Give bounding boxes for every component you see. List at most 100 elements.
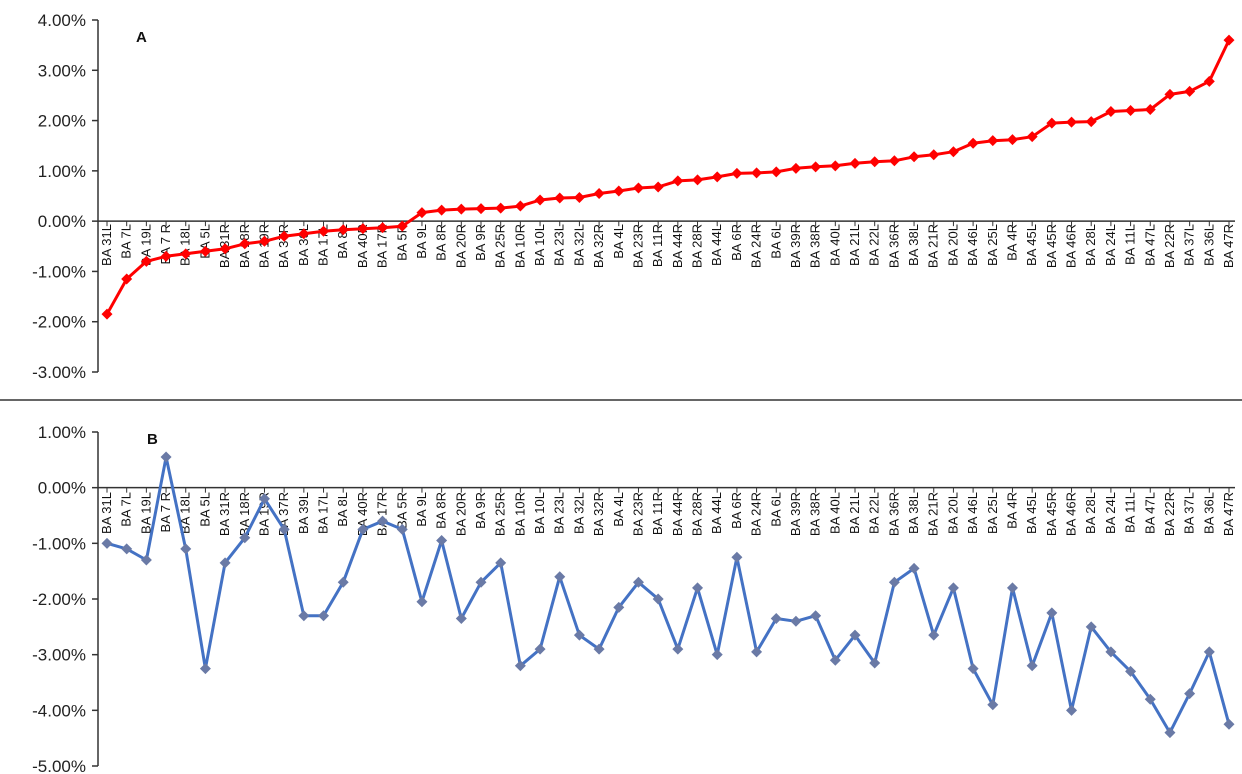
x-tick-label-a: BA 4L xyxy=(611,224,626,259)
x-tick-label-b: BA 23L xyxy=(552,492,567,534)
x-tick-label-a: BA 46R xyxy=(1064,224,1079,268)
data-point-a xyxy=(1144,104,1156,116)
x-tick-label-b: BA 9R xyxy=(473,492,488,529)
data-point-b xyxy=(947,582,959,594)
data-point-a xyxy=(1164,88,1176,100)
data-point-b xyxy=(1184,688,1196,700)
data-point-a xyxy=(790,162,802,174)
data-point-a xyxy=(337,224,349,236)
x-tick-label-b: BA 18R xyxy=(237,492,252,536)
data-point-a xyxy=(180,248,192,260)
data-point-a xyxy=(770,166,782,178)
x-tick-label-b: BA 6L xyxy=(768,492,783,527)
y-tick-label-a: 3.00% xyxy=(38,61,86,80)
data-point-b xyxy=(731,551,743,563)
x-tick-label-b: BA 40R xyxy=(355,492,370,536)
x-tick-label-a: BA 8R xyxy=(434,224,449,261)
data-point-b xyxy=(258,493,270,505)
x-tick-label-a: BA 17L xyxy=(316,224,331,266)
data-point-b xyxy=(593,643,605,655)
x-tick-label-b: BA 20L xyxy=(945,492,960,534)
x-tick-label-b: BA 40L xyxy=(827,492,842,534)
series-line-a xyxy=(105,39,1231,315)
x-tick-label-b: BA 36L xyxy=(1201,492,1216,534)
data-point-b xyxy=(278,523,290,535)
y-tick-label-a: 2.00% xyxy=(38,112,86,131)
data-point-a xyxy=(652,181,664,193)
x-tick-label-a: BA 44L xyxy=(709,224,724,266)
x-tick-label-a: BA 19L xyxy=(138,224,153,266)
x-tick-label-a: BA 31L xyxy=(99,224,114,266)
x-tick-label-b: BA 4R xyxy=(1004,492,1019,529)
data-point-a xyxy=(593,187,605,199)
x-tick-label-a: BA 36L xyxy=(1201,224,1216,266)
data-point-a xyxy=(416,207,428,219)
x-tick-label-a: BA 10L xyxy=(532,224,547,266)
x-tick-label-b: BA 22R xyxy=(1162,492,1177,536)
y-tick-label-b: 0.00% xyxy=(38,479,86,498)
data-point-a xyxy=(947,146,959,158)
x-tick-label-b: BA 38L xyxy=(906,492,921,534)
data-point-b xyxy=(199,663,211,675)
x-tick-label-b: BA 28L xyxy=(1083,492,1098,534)
data-point-b xyxy=(751,646,763,658)
x-tick-label-b: BA 47L xyxy=(1142,492,1157,534)
x-tick-label-a: BA 9R xyxy=(473,224,488,261)
x-tick-label-b: BA 17R xyxy=(375,492,390,536)
x-tick-label-b: BA 8L xyxy=(335,492,350,527)
x-tick-label-b: BA 20R xyxy=(453,492,468,536)
data-point-a xyxy=(829,160,841,172)
x-tick-label-a: BA 20R xyxy=(453,224,468,268)
y-tick-label-a: -2.00% xyxy=(32,313,86,332)
data-point-b xyxy=(888,576,900,588)
x-tick-label-a: BA 24R xyxy=(749,224,764,268)
data-point-a xyxy=(318,225,330,237)
y-tick-label-b: -1.00% xyxy=(32,534,86,553)
data-point-a xyxy=(849,157,861,169)
data-point-b xyxy=(101,537,113,549)
data-point-b xyxy=(1223,718,1235,730)
series-line-b xyxy=(106,455,1231,735)
data-point-a xyxy=(1026,131,1038,143)
x-tick-label-b: BA 46L xyxy=(965,492,980,534)
x-tick-label-b: BA 44L xyxy=(709,492,724,534)
data-point-b xyxy=(475,576,487,588)
x-tick-label-a: BA 25R xyxy=(493,224,508,268)
data-point-b xyxy=(790,615,802,627)
x-tick-label-b: BA 45R xyxy=(1044,492,1059,536)
x-tick-label-a: BA 32R xyxy=(591,224,606,268)
x-tick-label-b: BA 47R xyxy=(1221,492,1236,536)
x-tick-label-a: BA 21L xyxy=(847,224,862,266)
x-tick-label-b: BA 19L xyxy=(138,492,153,534)
data-point-a xyxy=(672,175,684,187)
data-point-b xyxy=(514,660,526,672)
data-point-a xyxy=(731,167,743,179)
data-point-a xyxy=(475,203,487,215)
x-tick-label-a: BA 4R xyxy=(1004,224,1019,261)
data-point-b xyxy=(377,515,389,527)
x-tick-label-b: BA 25L xyxy=(985,492,1000,534)
x-tick-label-b: BA 25R xyxy=(493,492,508,536)
x-tick-label-a: BA 40R xyxy=(355,224,370,268)
x-tick-label-a: BA 20L xyxy=(945,224,960,266)
data-point-a xyxy=(239,238,251,250)
data-point-a xyxy=(810,161,822,173)
x-tick-label-b: BA 44R xyxy=(670,492,685,536)
x-tick-label-b: BA 8R xyxy=(434,492,449,529)
x-tick-label-b: BA 45L xyxy=(1024,492,1039,534)
data-point-a xyxy=(396,220,408,232)
data-point-b xyxy=(692,582,704,594)
x-tick-label-a: BA 45L xyxy=(1024,224,1039,266)
data-point-a xyxy=(298,228,310,240)
x-tick-label-a: BA 38R xyxy=(808,224,823,268)
data-point-b xyxy=(1105,646,1117,658)
x-tick-label-a: BA 39R xyxy=(788,224,803,268)
data-point-a xyxy=(888,155,900,167)
data-point-b xyxy=(318,610,330,622)
x-tick-label-b: BA 37L xyxy=(1182,492,1197,534)
data-point-b xyxy=(987,699,999,711)
data-point-a xyxy=(1105,106,1117,118)
x-tick-label-a: BA 37L xyxy=(1182,224,1197,266)
data-point-a xyxy=(121,273,133,285)
